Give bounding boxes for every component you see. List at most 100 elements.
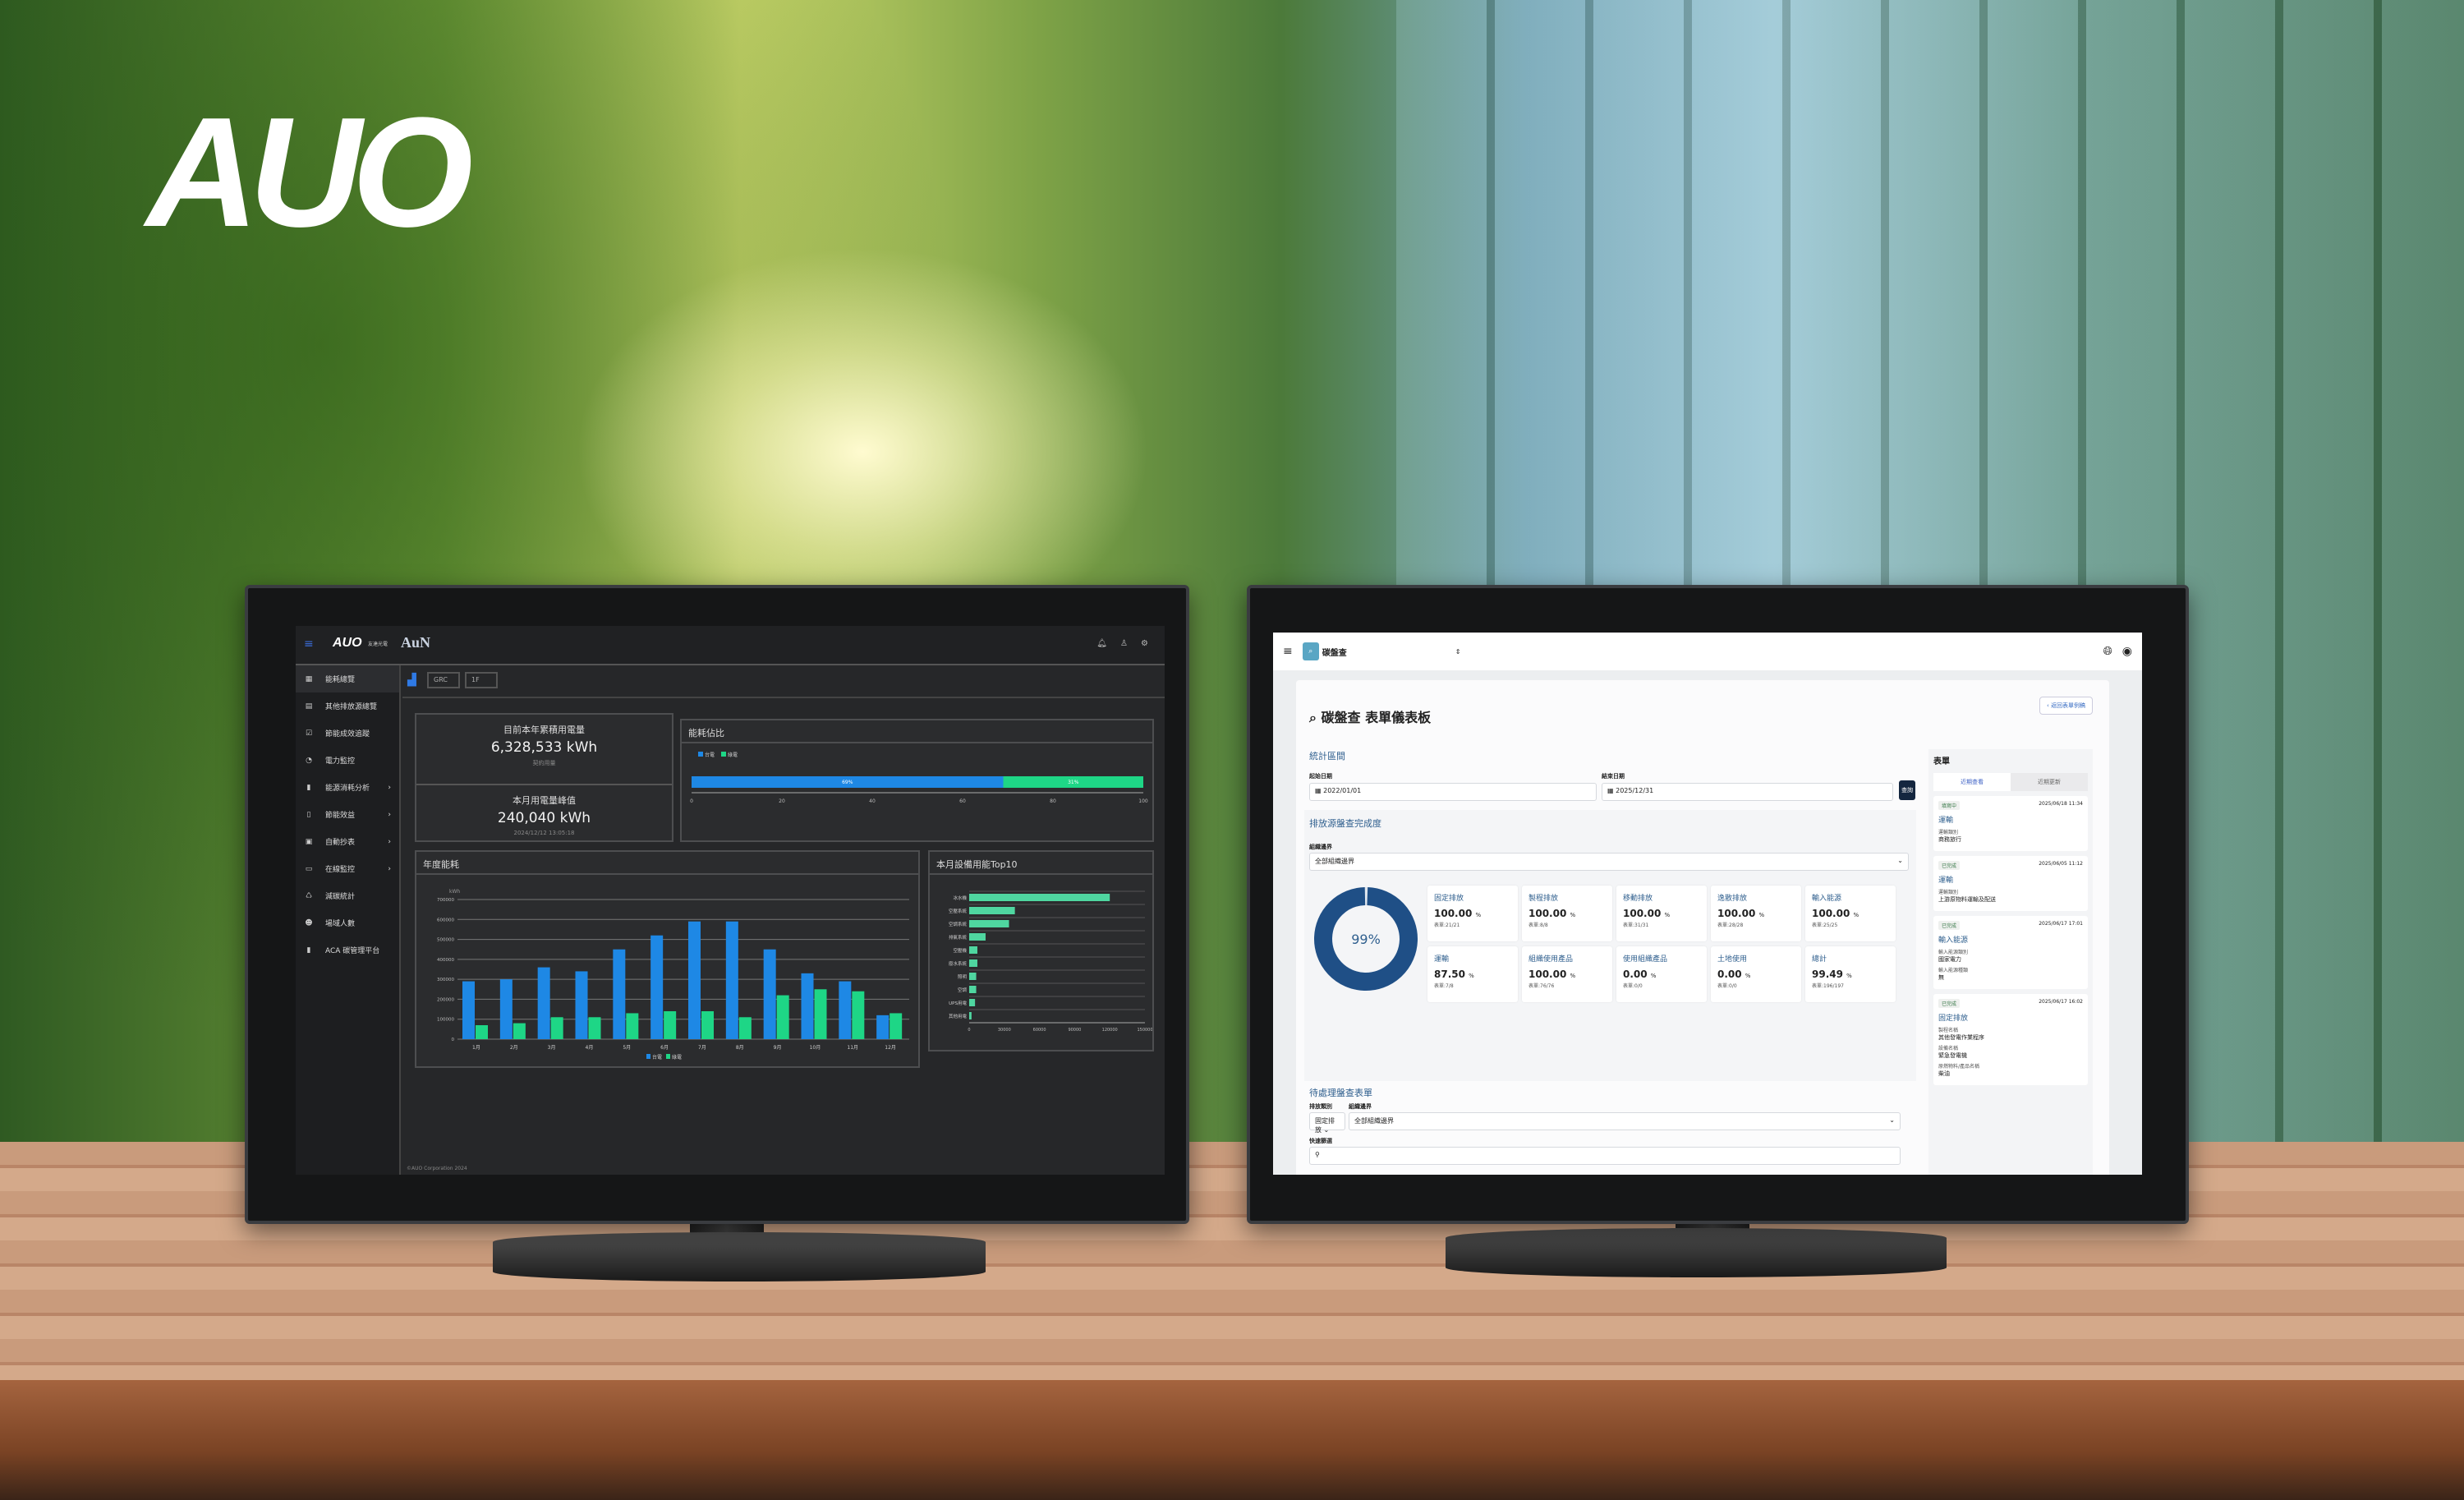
field-key: 運輸類別	[1938, 830, 1959, 835]
dashboard-content: ⌕ 碳盤查 表單儀表板 ‹ 返回表單例稿 統計區間 起始日期 ▦ 2022/01…	[1296, 680, 2109, 1175]
percent-unit: %	[1570, 973, 1576, 979]
form-card[interactable]: 填寫中 2025/06/18 11:34 運輸 運輸類別 商務旅行	[1933, 796, 2088, 851]
y-tick-label: 空壓機	[953, 947, 967, 954]
sidebar-item[interactable]: ♺ 減碳統計	[296, 882, 399, 909]
category-card[interactable]: 製程排放 100.00 % 表單:8/8	[1522, 886, 1612, 941]
form-card[interactable]: 已完成 2025/06/05 11:12 運輸 運輸類別 上游原物料運輸及配送	[1933, 856, 2088, 911]
search-input[interactable]: ⚲	[1309, 1147, 1901, 1165]
category-forms: 表單:7/8	[1434, 983, 1454, 989]
bar-green	[664, 1011, 677, 1039]
completion-donut: 99%	[1314, 887, 1418, 991]
site-filter[interactable]: GRC	[427, 672, 460, 688]
bar-green	[701, 1011, 714, 1039]
user-icon[interactable]: ♙	[1120, 639, 1128, 648]
search-label: 快速篩選	[1309, 1138, 1332, 1144]
category-card[interactable]: 總計 99.49 % 表單:196/197	[1805, 946, 1896, 1002]
y-tick-label: 400000	[437, 958, 454, 963]
pending-boundary-select[interactable]: 全部組織邊界 ⌄	[1349, 1112, 1901, 1130]
sidebar-item[interactable]: ▤ 其他排放源總覽	[296, 692, 399, 720]
category-percent: 99.49	[1812, 969, 1843, 980]
tab-recent-updated[interactable]: 近期更新	[2011, 773, 2088, 791]
tab-recent-viewed[interactable]: 近期查看	[1933, 773, 2011, 791]
end-date-input[interactable]: ▦ 2025/12/31	[1602, 783, 1893, 801]
sidebar-item[interactable]: ▯ 節能效益 ›	[296, 801, 399, 828]
category-card[interactable]: 組織使用產品 100.00 % 表單:76/76	[1522, 946, 1612, 1002]
hamburger-menu-icon[interactable]: ≡	[1283, 645, 1293, 658]
x-tick-label: 7月	[698, 1045, 706, 1051]
field-key: 輸入能源類別	[1938, 950, 1969, 955]
forms-tabs: 近期查看 近期更新	[1933, 773, 2088, 791]
category-card[interactable]: 使用組織產品 0.00 % 表單:0/0	[1616, 946, 1707, 1002]
chevron-right-icon: ›	[388, 837, 391, 846]
form-title: 運輸	[1938, 817, 1954, 825]
form-time: 2025/06/17 17:01	[2039, 921, 2083, 927]
donut-progress	[1314, 887, 1418, 991]
category-name: 運輸	[1434, 955, 1450, 964]
bar-grid	[499, 979, 513, 1039]
sidebar-item[interactable]: ▦ 能耗總覽	[296, 665, 399, 692]
bar-grid	[462, 981, 475, 1039]
user-account-icon[interactable]: ◉	[2122, 645, 2132, 658]
y-tick-label: UPS用電	[949, 1001, 967, 1006]
month-peak-time: 2024/12/12 13:05:18	[513, 830, 575, 836]
query-button[interactable]: 查詢	[1899, 780, 1915, 800]
category-name: 逸散排放	[1717, 895, 1748, 903]
auo-logo: AUO	[146, 85, 473, 260]
bar-grid	[575, 971, 588, 1039]
app-switch-chevron-icon[interactable]: ⇕	[1455, 647, 1461, 656]
sidebar-item[interactable]: ▮ ACA 碳管理平台	[296, 936, 399, 964]
end-date-value: 2025/12/31	[1616, 787, 1654, 794]
sidebar-item[interactable]: ▭ 在線監控 ›	[296, 855, 399, 882]
bar-green	[814, 989, 827, 1039]
bar-green	[588, 1017, 601, 1039]
back-button[interactable]: ‹ 返回表單例稿	[2039, 697, 2093, 715]
sidebar-item[interactable]: ▣ 自動抄表 ›	[296, 828, 399, 855]
page-title: ⌕ 碳盤查 表單儀表板	[1309, 706, 1431, 726]
category-card[interactable]: 土地使用 0.00 % 表單:0/0	[1711, 946, 1801, 1002]
form-time: 2025/06/17 16:02	[2039, 999, 2083, 1005]
type-label: 排放類別	[1309, 1103, 1332, 1110]
chevron-down-icon: ⌄	[1889, 1116, 1895, 1124]
category-card[interactable]: 輸入能源 100.00 % 表單:25/25	[1805, 886, 1896, 941]
type-select[interactable]: 固定排放 ⌄	[1309, 1112, 1345, 1134]
bar-grid	[801, 973, 814, 1039]
globe-icon[interactable]: 🌐︎	[2103, 645, 2112, 658]
category-card[interactable]: 運輸 87.50 % 表單:7/8	[1427, 946, 1518, 1002]
ratio-panel: 能耗佔比 台電 綠電 69% 31% 0 20 40 60 80 100	[680, 719, 1154, 842]
x-tick-label: 11月	[847, 1045, 858, 1051]
hamburger-menu-icon[interactable]: ≡	[304, 637, 314, 651]
percent-unit: %	[1745, 973, 1751, 979]
notification-icon[interactable]: 🔔︎	[1096, 639, 1107, 648]
bar	[969, 999, 976, 1006]
pending-heading: 待處理盤查表單	[1309, 1088, 1372, 1098]
form-card[interactable]: 已完成 2025/06/17 16:02 固定排放 製程名稱 其他發電作業程序 設備名稱緊…	[1933, 994, 2088, 1085]
boundary-select[interactable]: 全部組織邊界 ⌄	[1309, 853, 1909, 871]
category-percent: 100.00	[1529, 969, 1567, 980]
category-card[interactable]: 逸散排放 100.00 % 表單:28/28	[1711, 886, 1801, 941]
status-badge: 已完成	[1938, 999, 1961, 1008]
x-tick-label: 4月	[586, 1045, 594, 1051]
sidebar-item-label: ACA 碳管理平台	[325, 947, 380, 955]
ratio-bar	[1003, 776, 1143, 788]
bar-green	[776, 995, 789, 1039]
sidebar-item-label: 電力監控	[325, 757, 356, 766]
field-value: 國家電力	[1938, 956, 1961, 963]
category-card[interactable]: 固定排放 100.00 % 表單:21/21	[1427, 886, 1518, 941]
y-tick-label: 空調	[958, 987, 968, 993]
category-card[interactable]: 移動排放 100.00 % 表單:31/31	[1616, 886, 1707, 941]
page-title-text: 碳盤查 表單儀表板	[1321, 710, 1432, 725]
sidebar-item-label: 自動抄表	[325, 839, 356, 847]
form-card[interactable]: 已完成 2025/06/17 17:01 輸入能源 輸入能源類別 國家電力 輸入能源種類無	[1933, 916, 2088, 989]
top10-title: 本月設備用能Top10	[930, 852, 1152, 875]
start-date-input[interactable]: ▦ 2022/01/01	[1309, 783, 1597, 801]
sidebar-item[interactable]: ◔ 電力監控	[296, 747, 399, 774]
sidebar-item[interactable]: ▮ 能源消耗分析 ›	[296, 774, 399, 801]
device-icon: ▯	[306, 810, 311, 819]
category-forms: 表單:8/8	[1529, 923, 1548, 928]
floor-filter[interactable]: 1F	[465, 672, 498, 688]
sidebar-item[interactable]: ☻ 場域人數	[296, 909, 399, 936]
settings-gear-icon[interactable]: ⚙	[1141, 639, 1148, 648]
month-peak-label: 本月用電量峰值	[513, 795, 576, 806]
sidebar-item[interactable]: ☑ 節能成效追蹤	[296, 720, 399, 747]
